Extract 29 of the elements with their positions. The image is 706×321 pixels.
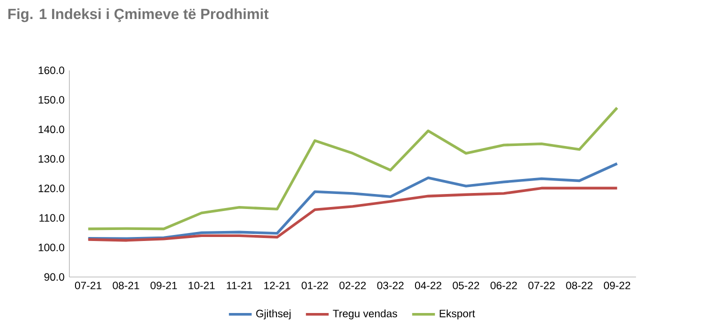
y-tick-label: 110.0 <box>40 214 64 222</box>
chart-title: Fig. 1 Indeksi i Çmimeve të Prodhimit <box>8 8 269 22</box>
legend-label: Tregu vendas <box>332 309 398 320</box>
line-series <box>86 106 618 230</box>
x-tick-label: 09-21 <box>150 282 177 290</box>
x-tick-label: 06-22 <box>490 282 517 290</box>
y-tick-label: 100.0 <box>38 244 64 252</box>
x-tick-label: 03-22 <box>377 282 404 290</box>
y-tick-label: 150.0 <box>38 96 64 104</box>
y-tick-label: 160.0 <box>38 66 64 74</box>
x-tick-label: 01-22 <box>302 282 328 290</box>
y-tick-label: 130.0 <box>38 155 64 163</box>
x-tick-label: 08-22 <box>566 282 592 290</box>
y-tick-label: 90.0 <box>44 273 64 281</box>
x-tick-label: 07-21 <box>75 282 102 290</box>
x-tick-label: 10-21 <box>188 282 215 290</box>
line-series <box>86 162 618 240</box>
x-tick-label: 11-21 <box>226 282 252 290</box>
x-tick-label: 05-22 <box>452 282 480 290</box>
legend-label: Eksport <box>440 309 476 320</box>
legend-label: Gjithsej <box>256 309 291 320</box>
x-tick-label: 08-21 <box>112 282 140 290</box>
x-tick-label: 09-22 <box>604 282 630 290</box>
y-tick-label: 120.0 <box>38 184 64 192</box>
x-tick-label: 02-22 <box>339 282 366 290</box>
x-tick-label: 12-21 <box>264 282 290 290</box>
y-tick-label: 140.0 <box>38 126 64 134</box>
x-tick-label: 04-22 <box>415 282 442 290</box>
x-tick-label: 07-22 <box>528 282 555 290</box>
